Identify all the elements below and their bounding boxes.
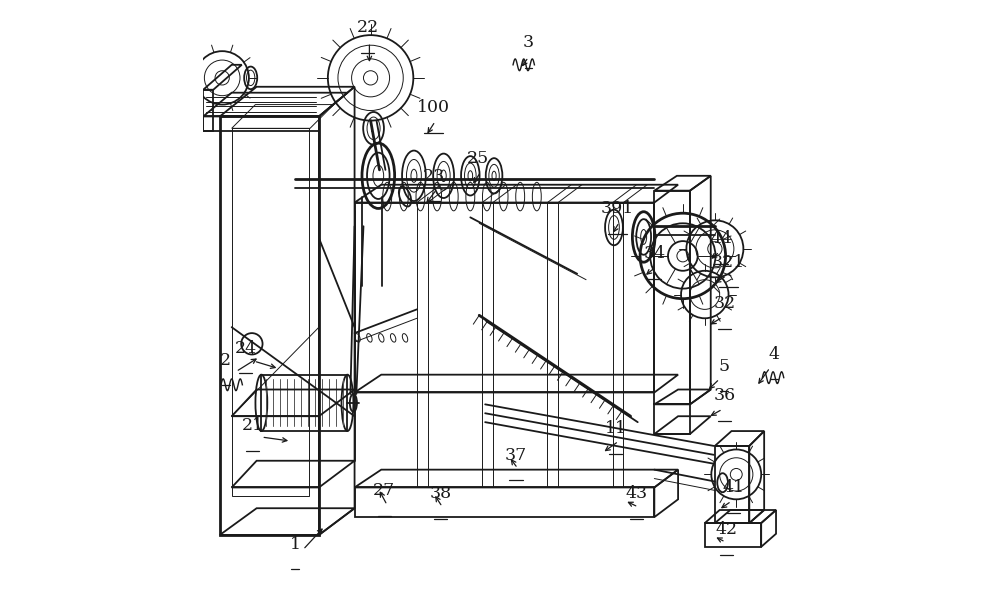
Text: 34: 34 <box>643 245 665 262</box>
Text: 2: 2 <box>220 352 231 369</box>
Text: 41: 41 <box>722 480 744 496</box>
Text: 36: 36 <box>713 387 735 405</box>
Text: 38: 38 <box>430 486 452 502</box>
Text: 1: 1 <box>290 536 301 553</box>
Text: 4: 4 <box>769 346 780 363</box>
Text: 43: 43 <box>625 486 648 502</box>
Text: 321: 321 <box>712 254 745 271</box>
Text: 27: 27 <box>373 483 395 499</box>
Text: 37: 37 <box>505 447 527 464</box>
Text: 5: 5 <box>718 358 729 375</box>
Text: 11: 11 <box>605 420 627 437</box>
Text: 100: 100 <box>417 99 450 117</box>
Text: 44: 44 <box>710 230 732 247</box>
Bar <box>232 129 309 496</box>
Text: 42: 42 <box>716 521 738 538</box>
Text: 22: 22 <box>356 19 379 36</box>
Text: 391: 391 <box>601 201 634 217</box>
Text: 25: 25 <box>467 150 489 167</box>
Text: 24: 24 <box>235 340 257 357</box>
Text: 21: 21 <box>241 417 264 434</box>
Text: 3: 3 <box>523 34 534 51</box>
Text: 23: 23 <box>422 168 445 184</box>
Text: 32: 32 <box>713 295 736 312</box>
